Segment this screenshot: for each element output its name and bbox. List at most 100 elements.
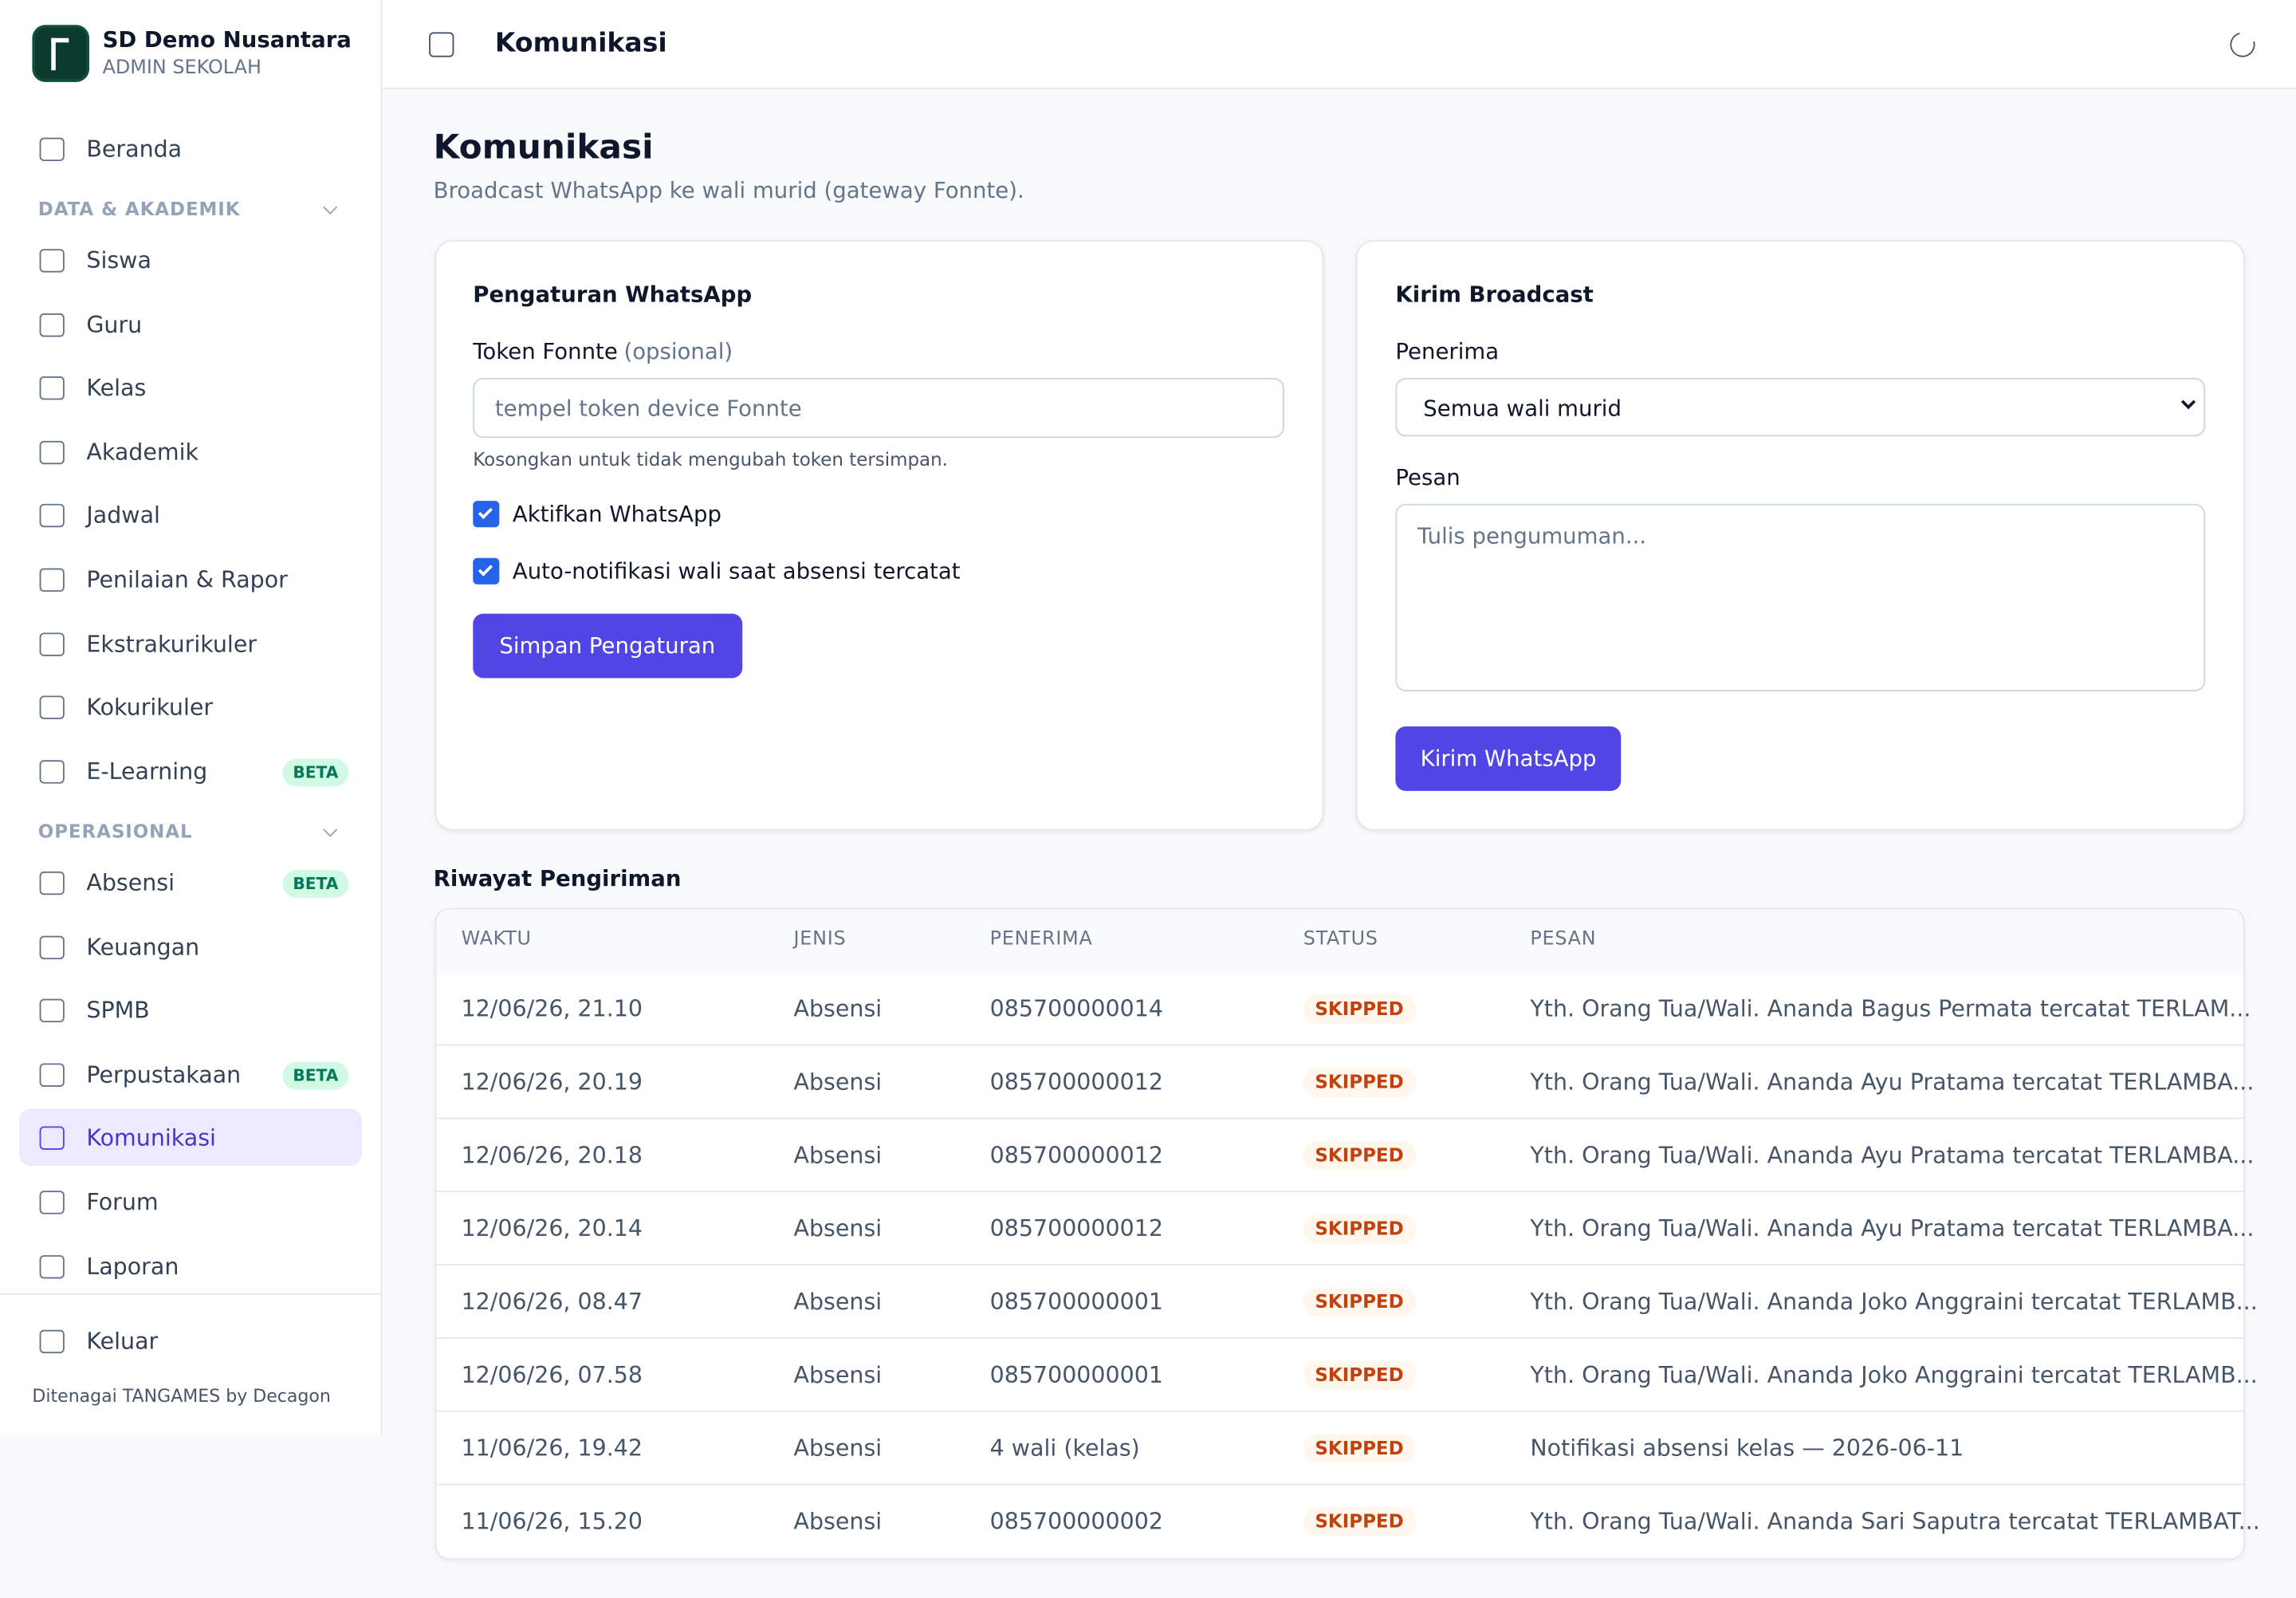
column-header: STATUS xyxy=(1303,928,1378,951)
nav-item[interactable]: Kokurikuler xyxy=(86,694,214,722)
cell: 12/06/26, 21.10 xyxy=(461,995,643,1023)
row-divider xyxy=(436,1336,2243,1339)
select-arrow xyxy=(2180,395,2196,410)
field-hint: (opsional) xyxy=(623,338,733,365)
nav-item[interactable]: E-Learning xyxy=(86,758,208,785)
nav-item[interactable]: Penilaian & Rapor xyxy=(86,566,288,593)
active-bg xyxy=(18,1109,362,1167)
column-header: PESAN xyxy=(1530,928,1597,951)
nav-item[interactable]: Absensi xyxy=(86,870,175,897)
header-title: Komunikasi xyxy=(494,27,667,59)
row-divider xyxy=(436,1044,2243,1046)
nav-item[interactable]: Jadwal xyxy=(86,502,160,529)
cell: Absensi xyxy=(793,1289,883,1316)
cell: 12/06/26, 20.19 xyxy=(461,1069,643,1096)
checkbox-label: Auto-notifikasi wali saat absensi tercat… xyxy=(512,557,961,584)
nav-item[interactable]: Keluar xyxy=(86,1328,159,1355)
nav-icon xyxy=(39,249,65,273)
nav-icon xyxy=(39,137,65,162)
cell: 085700000001 xyxy=(989,1362,1163,1389)
cell: Absensi xyxy=(793,995,883,1023)
nav-icon xyxy=(39,998,65,1023)
placeholder: Tulis pengumuman... xyxy=(1417,522,1647,549)
status-badge: SKIPPED xyxy=(1303,1507,1416,1537)
row-divider xyxy=(436,1410,2243,1412)
save-button[interactable]: Simpan Pengaturan xyxy=(473,613,742,679)
checkbox-label: Aktifkan WhatsApp xyxy=(512,501,721,528)
nav-item[interactable]: Keuangan xyxy=(86,934,200,961)
cell: Absensi xyxy=(793,1142,883,1169)
cell: Yth. Orang Tua/Wali. Ananda Ayu Pratama … xyxy=(1530,1215,2255,1242)
row-divider xyxy=(436,1117,2243,1120)
section-title: OPERASIONAL xyxy=(37,820,193,843)
status-badge: SKIPPED xyxy=(1303,1067,1416,1097)
nav-icon xyxy=(39,695,65,720)
nav-icon xyxy=(39,1329,65,1354)
logo xyxy=(32,25,90,82)
cell: Yth. Orang Tua/Wali. Ananda Sari Saputra… xyxy=(1530,1508,2260,1535)
cell: Yth. Orang Tua/Wali. Ananda Ayu Pratama … xyxy=(1530,1142,2255,1169)
row-divider xyxy=(436,1191,2243,1193)
section-title: DATA & AKADEMIK xyxy=(37,197,241,220)
badge: BETA xyxy=(282,1061,349,1090)
send-button[interactable]: Kirim WhatsApp xyxy=(1395,726,1622,791)
page-subtitle: Broadcast WhatsApp ke wali murid (gatewa… xyxy=(433,177,1024,204)
sidebar-divider xyxy=(0,1293,381,1295)
nav-item[interactable]: Siswa xyxy=(86,247,151,274)
cell: Yth. Orang Tua/Wali. Ananda Ayu Pratama … xyxy=(1530,1069,2255,1096)
cell: Absensi xyxy=(793,1215,883,1242)
nav-icon xyxy=(39,313,65,337)
page-title: Komunikasi xyxy=(433,128,654,167)
nav-icon xyxy=(39,1254,65,1278)
nav-item[interactable]: Guru xyxy=(86,311,143,338)
nav-item[interactable]: Perpustakaan xyxy=(86,1061,242,1088)
column-header: JENIS xyxy=(793,928,847,951)
table-title: Riwayat Pengiriman xyxy=(433,865,682,892)
cell: 12/06/26, 08.47 xyxy=(461,1289,643,1316)
nav-item[interactable]: Komunikasi xyxy=(86,1125,216,1152)
school-role: ADMIN SEKOLAH xyxy=(102,57,261,80)
cell: Absensi xyxy=(793,1362,883,1389)
cell: 085700000014 xyxy=(989,995,1163,1023)
column-header: WAKTU xyxy=(461,928,532,951)
status-badge: SKIPPED xyxy=(1303,1360,1416,1391)
nav-item[interactable]: SPMB xyxy=(86,998,150,1025)
status-badge: SKIPPED xyxy=(1303,994,1416,1024)
message-textarea[interactable]: Tulis pengumuman... xyxy=(1395,503,2206,691)
nav-item[interactable]: Kelas xyxy=(86,375,147,402)
checkbox[interactable] xyxy=(473,501,500,528)
cell: Yth. Orang Tua/Wali. Ananda Joko Anggrai… xyxy=(1530,1362,2258,1389)
nav-item[interactable]: Akademik xyxy=(86,439,199,466)
cell: 085700000002 xyxy=(989,1508,1163,1535)
recipient-select[interactable]: Semua wali murid xyxy=(1395,377,2206,437)
nav-icon xyxy=(39,376,65,400)
nav-item[interactable]: Beranda xyxy=(86,136,183,163)
placeholder: tempel token device Fonnte xyxy=(494,395,802,422)
nav-item[interactable]: Laporan xyxy=(86,1253,179,1280)
cell: 4 wali (kelas) xyxy=(989,1435,1140,1462)
field-label: Token Fonnte xyxy=(473,338,618,365)
nav-item[interactable]: Ekstrakurikuler xyxy=(86,630,258,657)
sidebar-footer: Ditenagai TANGAMES by Decagon xyxy=(32,1385,331,1407)
nav-icon xyxy=(39,568,65,592)
cell: 085700000012 xyxy=(989,1069,1163,1096)
badge: BETA xyxy=(282,758,349,786)
cell: 085700000001 xyxy=(989,1289,1163,1316)
status-badge: SKIPPED xyxy=(1303,1434,1416,1463)
checkbox[interactable] xyxy=(473,557,500,584)
school-name: SD Demo Nusantara xyxy=(102,26,352,53)
nav-icon xyxy=(39,935,65,959)
sidebar-toggle[interactable] xyxy=(429,32,454,57)
status-badge: SKIPPED xyxy=(1303,1214,1416,1244)
cell: Absensi xyxy=(793,1069,883,1096)
nav-item[interactable]: Forum xyxy=(86,1189,159,1216)
field-label: Penerima xyxy=(1395,338,1500,365)
token-input[interactable]: tempel token device Fonnte xyxy=(473,377,1284,439)
cell: 11/06/26, 15.20 xyxy=(461,1508,643,1535)
header xyxy=(382,0,2296,90)
status-badge: SKIPPED xyxy=(1303,1140,1416,1171)
cell: 085700000012 xyxy=(989,1142,1163,1169)
cell: Yth. Orang Tua/Wali. Ananda Bagus Permat… xyxy=(1530,995,2251,1023)
select-value: Semua wali murid xyxy=(1423,395,1622,422)
